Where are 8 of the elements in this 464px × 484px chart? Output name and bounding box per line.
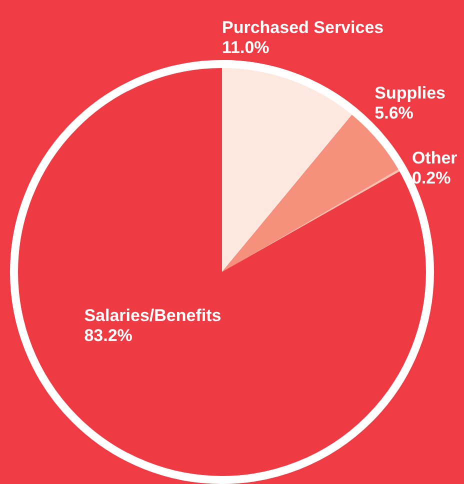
data-label: 83.2% (84, 326, 132, 346)
data-label: 11.0% (222, 38, 270, 57)
slice-label: Purchased Services (222, 18, 384, 37)
slice-label: Other (412, 148, 458, 168)
data-label: 5.6% (374, 104, 414, 123)
slice-label: Salaries/Benefits (84, 306, 222, 326)
slice-label: Supplies (374, 84, 446, 103)
data-label: 0.2% (412, 168, 451, 188)
